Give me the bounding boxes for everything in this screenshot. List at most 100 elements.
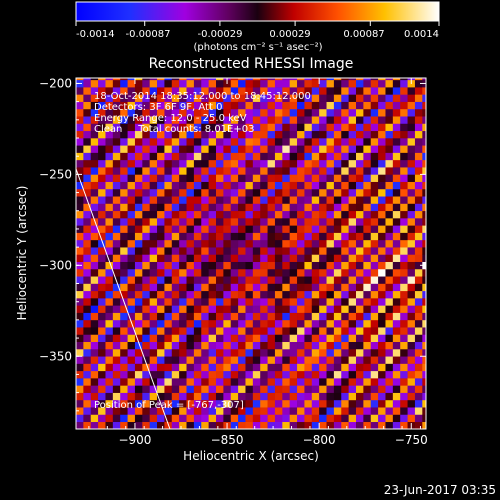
heatmap-cell	[149, 239, 158, 248]
heatmap-cell	[341, 79, 349, 88]
heatmap-cell	[90, 101, 99, 110]
heatmap-cell	[282, 196, 290, 204]
heatmap-cell	[134, 174, 143, 182]
heatmap-cell	[201, 370, 209, 379]
heatmap-cell	[171, 290, 180, 299]
heatmap-cell	[407, 334, 416, 343]
heatmap-cell	[370, 130, 379, 139]
heatmap-cell	[127, 218, 136, 226]
heatmap-cell	[311, 130, 320, 139]
heatmap-cell	[179, 290, 187, 299]
heatmap-cell	[230, 152, 239, 161]
heatmap-cell	[400, 363, 408, 372]
heatmap-cell	[363, 348, 372, 357]
heatmap-cell	[370, 188, 379, 197]
heatmap-cell	[392, 196, 401, 204]
heatmap-cell	[186, 290, 195, 299]
heatmap-cell	[297, 392, 305, 401]
heatmap-cell	[392, 152, 401, 161]
heatmap-cell	[274, 94, 283, 102]
heatmap-cell	[201, 181, 209, 190]
heatmap-cell	[193, 123, 202, 132]
heatmap-cell	[356, 145, 364, 153]
heatmap-cell	[319, 210, 327, 219]
heatmap-cell	[208, 101, 217, 110]
heatmap-cell	[208, 94, 217, 102]
heatmap-cell	[267, 78, 276, 81]
heatmap-cell	[171, 414, 180, 423]
heatmap-cell	[201, 130, 209, 139]
heatmap-cell	[363, 414, 372, 423]
heatmap-cell	[297, 181, 305, 190]
heatmap-cell	[76, 225, 84, 233]
heatmap-cell	[422, 268, 426, 277]
heatmap-cell	[319, 407, 327, 415]
heatmap-cell	[282, 159, 290, 168]
heatmap-cell	[311, 225, 320, 233]
heatmap-cell	[76, 334, 84, 343]
heatmap-cell	[230, 276, 239, 284]
heatmap-cell	[201, 356, 209, 364]
heatmap-cell	[179, 421, 187, 429]
heatmap-cell	[127, 341, 136, 350]
heatmap-cell	[378, 421, 386, 429]
heatmap-cell	[252, 327, 261, 335]
heatmap-cell	[414, 108, 423, 117]
heatmap-cell	[414, 152, 423, 161]
heatmap-cell	[414, 232, 423, 241]
heatmap-cell	[333, 399, 342, 408]
heatmap-cell	[252, 108, 261, 117]
heatmap-cell	[142, 399, 150, 408]
heatmap-cell	[98, 167, 106, 175]
heatmap-cell	[282, 87, 290, 95]
heatmap-cell	[230, 87, 239, 95]
heatmap-cell	[83, 174, 92, 182]
heatmap-cell	[378, 370, 386, 379]
heatmap-cell	[348, 174, 357, 182]
heatmap-cell	[157, 145, 165, 153]
heatmap-cell	[120, 167, 128, 175]
heatmap-cell	[378, 276, 386, 284]
heatmap-cell	[392, 130, 401, 139]
heatmap-cell	[149, 283, 158, 292]
heatmap-cell	[120, 174, 128, 182]
heatmap-cell	[134, 138, 143, 146]
heatmap-cell	[319, 290, 327, 299]
heatmap-cell	[348, 79, 357, 88]
heatmap-cell	[83, 290, 92, 299]
heatmap-cell	[83, 181, 92, 190]
heatmap-cell	[164, 334, 173, 343]
heatmap-cell	[230, 108, 239, 117]
heatmap-cell	[164, 108, 173, 117]
heatmap-cell	[363, 356, 372, 364]
heatmap-cell	[407, 232, 416, 241]
heatmap-cell	[134, 94, 143, 102]
heatmap-cell	[179, 123, 187, 132]
heatmap-cell	[400, 181, 408, 190]
heatmap-cell	[341, 363, 349, 372]
heatmap-cell	[260, 370, 268, 379]
heatmap-cell	[319, 298, 327, 306]
heatmap-cell	[127, 78, 136, 81]
heatmap-cell	[149, 305, 158, 313]
heatmap-cell	[157, 203, 165, 212]
heatmap-cell	[363, 363, 372, 372]
heatmap-cell	[105, 247, 114, 255]
heatmap-cell	[127, 167, 136, 175]
heatmap-cell	[157, 312, 165, 321]
heatmap-cell	[260, 298, 268, 306]
heatmap-cell	[245, 108, 254, 117]
info-clean-counts: Clean Total counts: 8.01E+03	[94, 124, 254, 135]
heatmap-cell	[267, 123, 276, 132]
heatmap-cell	[422, 218, 426, 226]
heatmap-cell	[297, 341, 305, 350]
heatmap-cell	[157, 130, 165, 139]
heatmap-cell	[407, 145, 416, 153]
heatmap-cell	[112, 247, 121, 255]
heatmap-cell	[142, 290, 150, 299]
heatmap-cell	[326, 94, 335, 102]
heatmap-cell	[223, 210, 232, 219]
heatmap-cell	[76, 159, 84, 168]
heatmap-cell	[378, 210, 386, 219]
heatmap-cell	[333, 152, 342, 161]
